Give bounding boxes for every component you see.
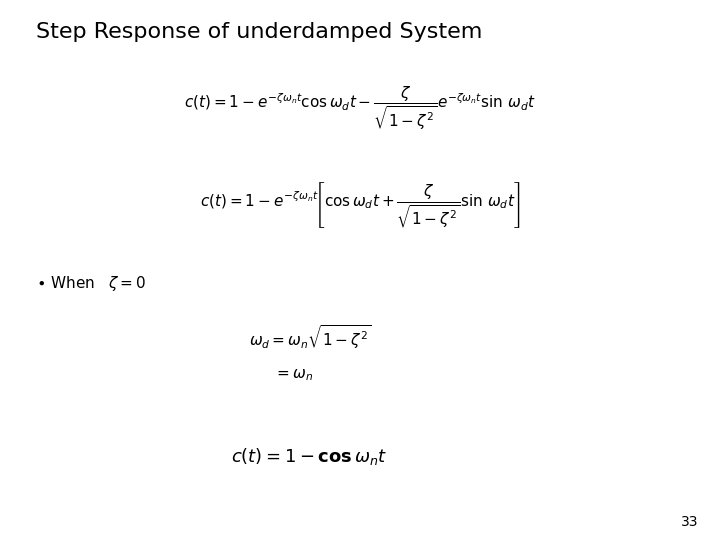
Text: $= \omega_n$: $= \omega_n$ — [274, 367, 313, 383]
Text: $c(t) = 1 - \mathbf{cos}\,\omega_n t$: $c(t) = 1 - \mathbf{cos}\,\omega_n t$ — [231, 446, 388, 467]
Text: $\omega_d = \omega_n\sqrt{1-\zeta^2}$: $\omega_d = \omega_n\sqrt{1-\zeta^2}$ — [248, 324, 371, 351]
Text: 33: 33 — [681, 515, 698, 529]
Text: $\bullet$ When   $\zeta = 0$: $\bullet$ When $\zeta = 0$ — [36, 274, 146, 293]
Text: Step Response of underdamped System: Step Response of underdamped System — [36, 22, 482, 42]
Text: $c(t) = 1 - e^{-\zeta\omega_n t}\!\left[\cos\omega_d t + \dfrac{\zeta}{\sqrt{1-\: $c(t) = 1 - e^{-\zeta\omega_n t}\!\left[… — [200, 180, 520, 230]
Text: $c(t) = 1 - e^{-\zeta\omega_n t}\cos\omega_d t - \dfrac{\zeta}{\sqrt{1-\zeta^2}}: $c(t) = 1 - e^{-\zeta\omega_n t}\cos\ome… — [184, 84, 536, 132]
